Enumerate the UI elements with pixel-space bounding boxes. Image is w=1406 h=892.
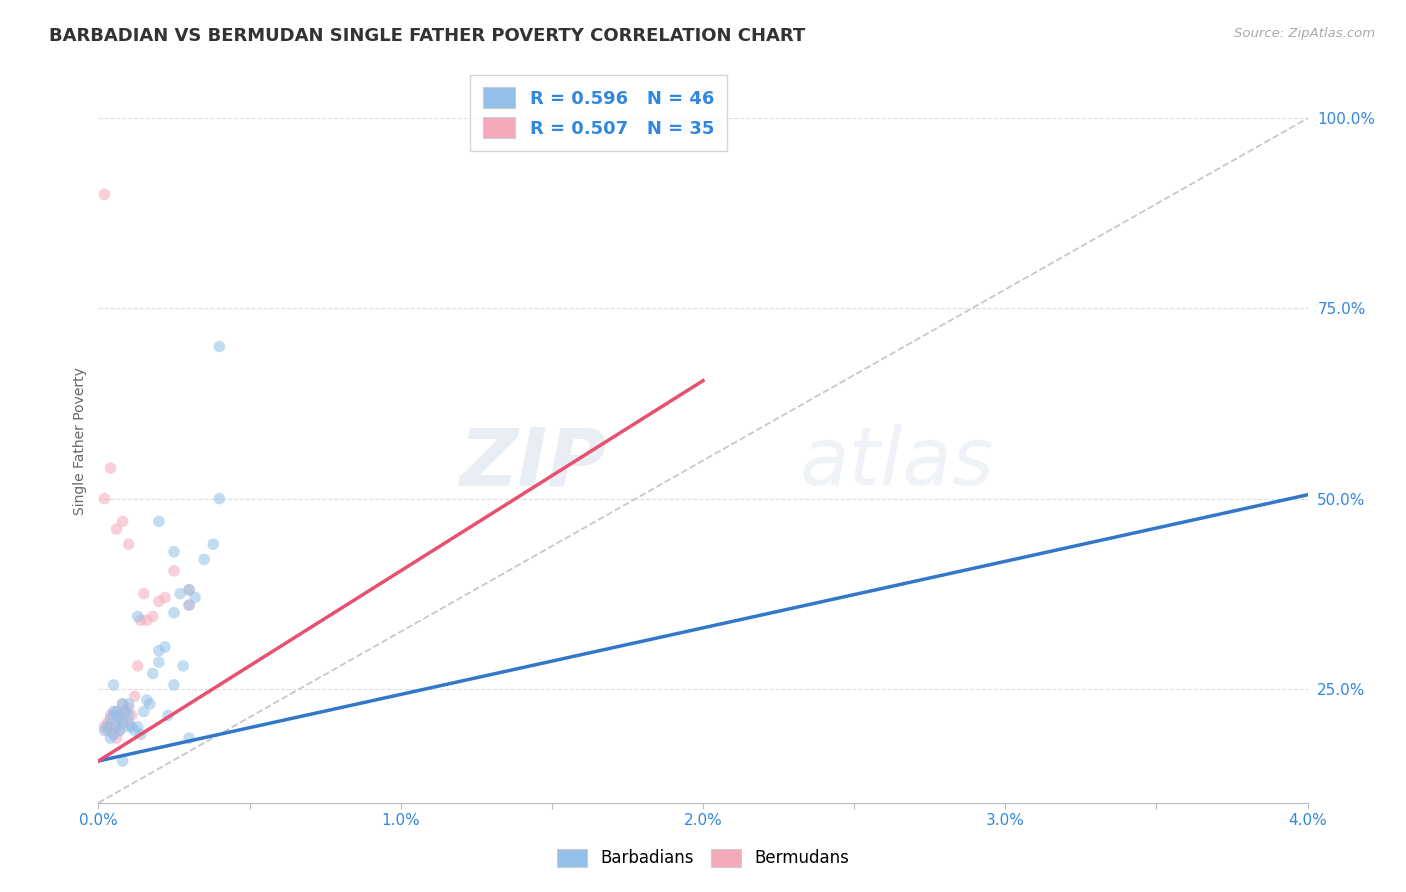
Point — [111, 515, 134, 529]
Point — [118, 537, 141, 551]
Text: atlas: atlas — [800, 425, 994, 502]
Point — [129, 727, 152, 741]
Point — [105, 705, 128, 719]
Point — [127, 720, 149, 734]
Point — [124, 723, 146, 738]
Point — [114, 705, 136, 719]
Point — [193, 552, 215, 566]
Point — [111, 712, 134, 726]
Point — [105, 720, 128, 734]
Point — [172, 659, 194, 673]
Point — [163, 606, 186, 620]
Point — [103, 678, 125, 692]
Point — [179, 598, 201, 612]
Point — [118, 720, 141, 734]
Point — [163, 678, 186, 692]
Text: Source: ZipAtlas.com: Source: ZipAtlas.com — [1234, 27, 1375, 40]
Legend: Barbadians, Bermudans: Barbadians, Bermudans — [551, 842, 855, 874]
Point — [93, 491, 115, 506]
Point — [148, 655, 170, 669]
Point — [127, 609, 149, 624]
Point — [93, 723, 115, 738]
Point — [124, 690, 146, 704]
Point — [169, 587, 191, 601]
Point — [153, 591, 176, 605]
Text: BARBADIAN VS BERMUDAN SINGLE FATHER POVERTY CORRELATION CHART: BARBADIAN VS BERMUDAN SINGLE FATHER POVE… — [49, 27, 806, 45]
Point — [114, 705, 136, 719]
Point — [139, 697, 162, 711]
Point — [96, 723, 118, 738]
Point — [100, 731, 122, 746]
Point — [148, 643, 170, 657]
Point — [132, 587, 155, 601]
Point — [135, 693, 157, 707]
Point — [153, 640, 176, 654]
Point — [93, 720, 115, 734]
Point — [103, 708, 125, 723]
Point — [132, 705, 155, 719]
Text: ZIP: ZIP — [458, 425, 606, 502]
Point — [135, 613, 157, 627]
Point — [148, 515, 170, 529]
Point — [121, 720, 143, 734]
Point — [105, 720, 128, 734]
Point — [103, 705, 125, 719]
Point — [179, 582, 201, 597]
Point — [111, 697, 134, 711]
Point — [142, 609, 165, 624]
Point — [202, 537, 225, 551]
Point — [111, 715, 134, 730]
Point — [108, 708, 131, 723]
Point — [184, 591, 207, 605]
Point — [121, 708, 143, 723]
Point — [93, 187, 115, 202]
Point — [100, 712, 122, 726]
Point — [129, 613, 152, 627]
Point — [142, 666, 165, 681]
Point — [127, 659, 149, 673]
Point — [105, 522, 128, 536]
Point — [105, 708, 128, 723]
Point — [108, 723, 131, 738]
Point — [105, 731, 128, 746]
Point — [179, 598, 201, 612]
Point — [108, 712, 131, 726]
Point — [163, 545, 186, 559]
Point — [156, 708, 179, 723]
Point — [118, 715, 141, 730]
Point — [208, 491, 231, 506]
Point — [208, 339, 231, 353]
Point — [103, 727, 125, 741]
Point — [100, 720, 122, 734]
Point — [118, 697, 141, 711]
Point — [111, 697, 134, 711]
Point — [96, 720, 118, 734]
Point — [108, 723, 131, 738]
Point — [118, 708, 141, 723]
Point — [111, 754, 134, 768]
Point — [96, 715, 118, 730]
Point — [103, 727, 125, 741]
Point — [179, 731, 201, 746]
Point — [179, 582, 201, 597]
Point — [118, 700, 141, 714]
Point — [163, 564, 186, 578]
Point — [100, 708, 122, 723]
Point — [105, 705, 128, 719]
Point — [148, 594, 170, 608]
Point — [100, 461, 122, 475]
Y-axis label: Single Father Poverty: Single Father Poverty — [73, 368, 87, 516]
